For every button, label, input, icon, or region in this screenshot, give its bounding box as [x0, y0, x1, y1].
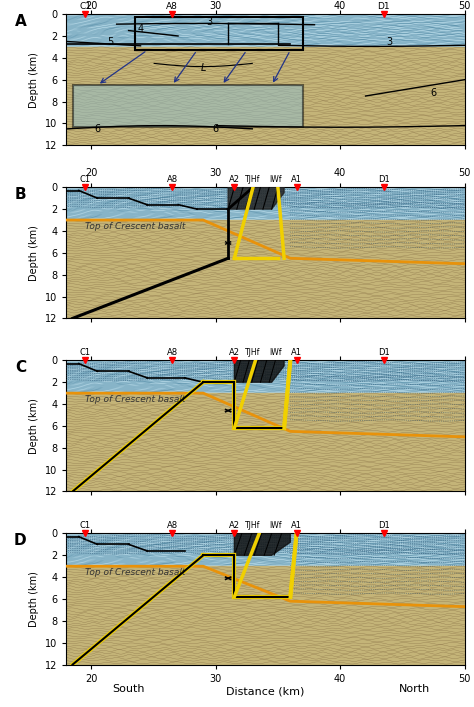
Bar [135, 18, 303, 50]
X-axis label: Distance (km): Distance (km) [226, 686, 305, 696]
Text: 40: 40 [334, 168, 346, 178]
Text: TJHf: TJHf [246, 521, 261, 530]
Text: A: A [15, 14, 27, 29]
Text: A1: A1 [291, 175, 302, 185]
Text: Top of Crescent basalt: Top of Crescent basalt [85, 568, 185, 577]
Text: C1: C1 [79, 2, 91, 11]
Text: 20: 20 [85, 1, 98, 11]
Text: TJHf: TJHf [246, 349, 261, 357]
Text: 6: 6 [213, 124, 219, 134]
Text: North: North [399, 684, 430, 694]
Polygon shape [234, 534, 290, 555]
Text: South: South [112, 684, 145, 694]
Text: 50: 50 [458, 168, 471, 178]
Text: C1: C1 [80, 349, 91, 357]
Text: D1: D1 [377, 2, 390, 11]
Polygon shape [228, 187, 284, 209]
Y-axis label: Depth (km): Depth (km) [29, 398, 39, 454]
Text: IWf: IWf [269, 175, 282, 185]
Text: C: C [16, 361, 27, 375]
Text: C1: C1 [80, 175, 91, 185]
Text: D1: D1 [378, 175, 390, 185]
Y-axis label: Depth (km): Depth (km) [29, 571, 39, 627]
Text: 6: 6 [430, 88, 437, 98]
Text: 30: 30 [210, 1, 222, 11]
Text: 3: 3 [206, 17, 212, 27]
Text: 20: 20 [85, 168, 98, 178]
Y-axis label: Depth (km): Depth (km) [29, 225, 39, 281]
Text: A2: A2 [229, 349, 240, 357]
Text: 4: 4 [138, 23, 144, 34]
Text: A1: A1 [291, 521, 302, 530]
Text: A2: A2 [229, 521, 240, 530]
Y-axis label: Depth (km): Depth (km) [29, 52, 39, 107]
Text: Top of Crescent basalt: Top of Crescent basalt [85, 222, 185, 230]
Text: TJHf: TJHf [246, 175, 261, 185]
Text: A8: A8 [166, 2, 178, 11]
Text: D1: D1 [378, 521, 390, 530]
Text: A1: A1 [291, 349, 302, 357]
Text: A8: A8 [166, 349, 178, 357]
Text: 5: 5 [107, 37, 113, 47]
Text: IWf: IWf [269, 349, 282, 357]
Text: D1: D1 [378, 349, 390, 357]
Text: D: D [14, 534, 27, 549]
Text: 6: 6 [94, 124, 100, 134]
Text: B: B [15, 187, 27, 202]
Text: IWf: IWf [269, 521, 282, 530]
Text: A2: A2 [229, 175, 240, 185]
Text: A8: A8 [166, 521, 178, 530]
Text: 30: 30 [210, 168, 222, 178]
Text: 50: 50 [458, 1, 471, 11]
Text: C1: C1 [80, 521, 91, 530]
Text: Top of Crescent basalt: Top of Crescent basalt [85, 395, 185, 404]
Polygon shape [234, 361, 284, 382]
Bar [73, 85, 303, 127]
Text: A8: A8 [166, 175, 178, 185]
Text: 40: 40 [334, 1, 346, 11]
Text: 3: 3 [387, 37, 393, 47]
Text: L: L [201, 63, 206, 73]
